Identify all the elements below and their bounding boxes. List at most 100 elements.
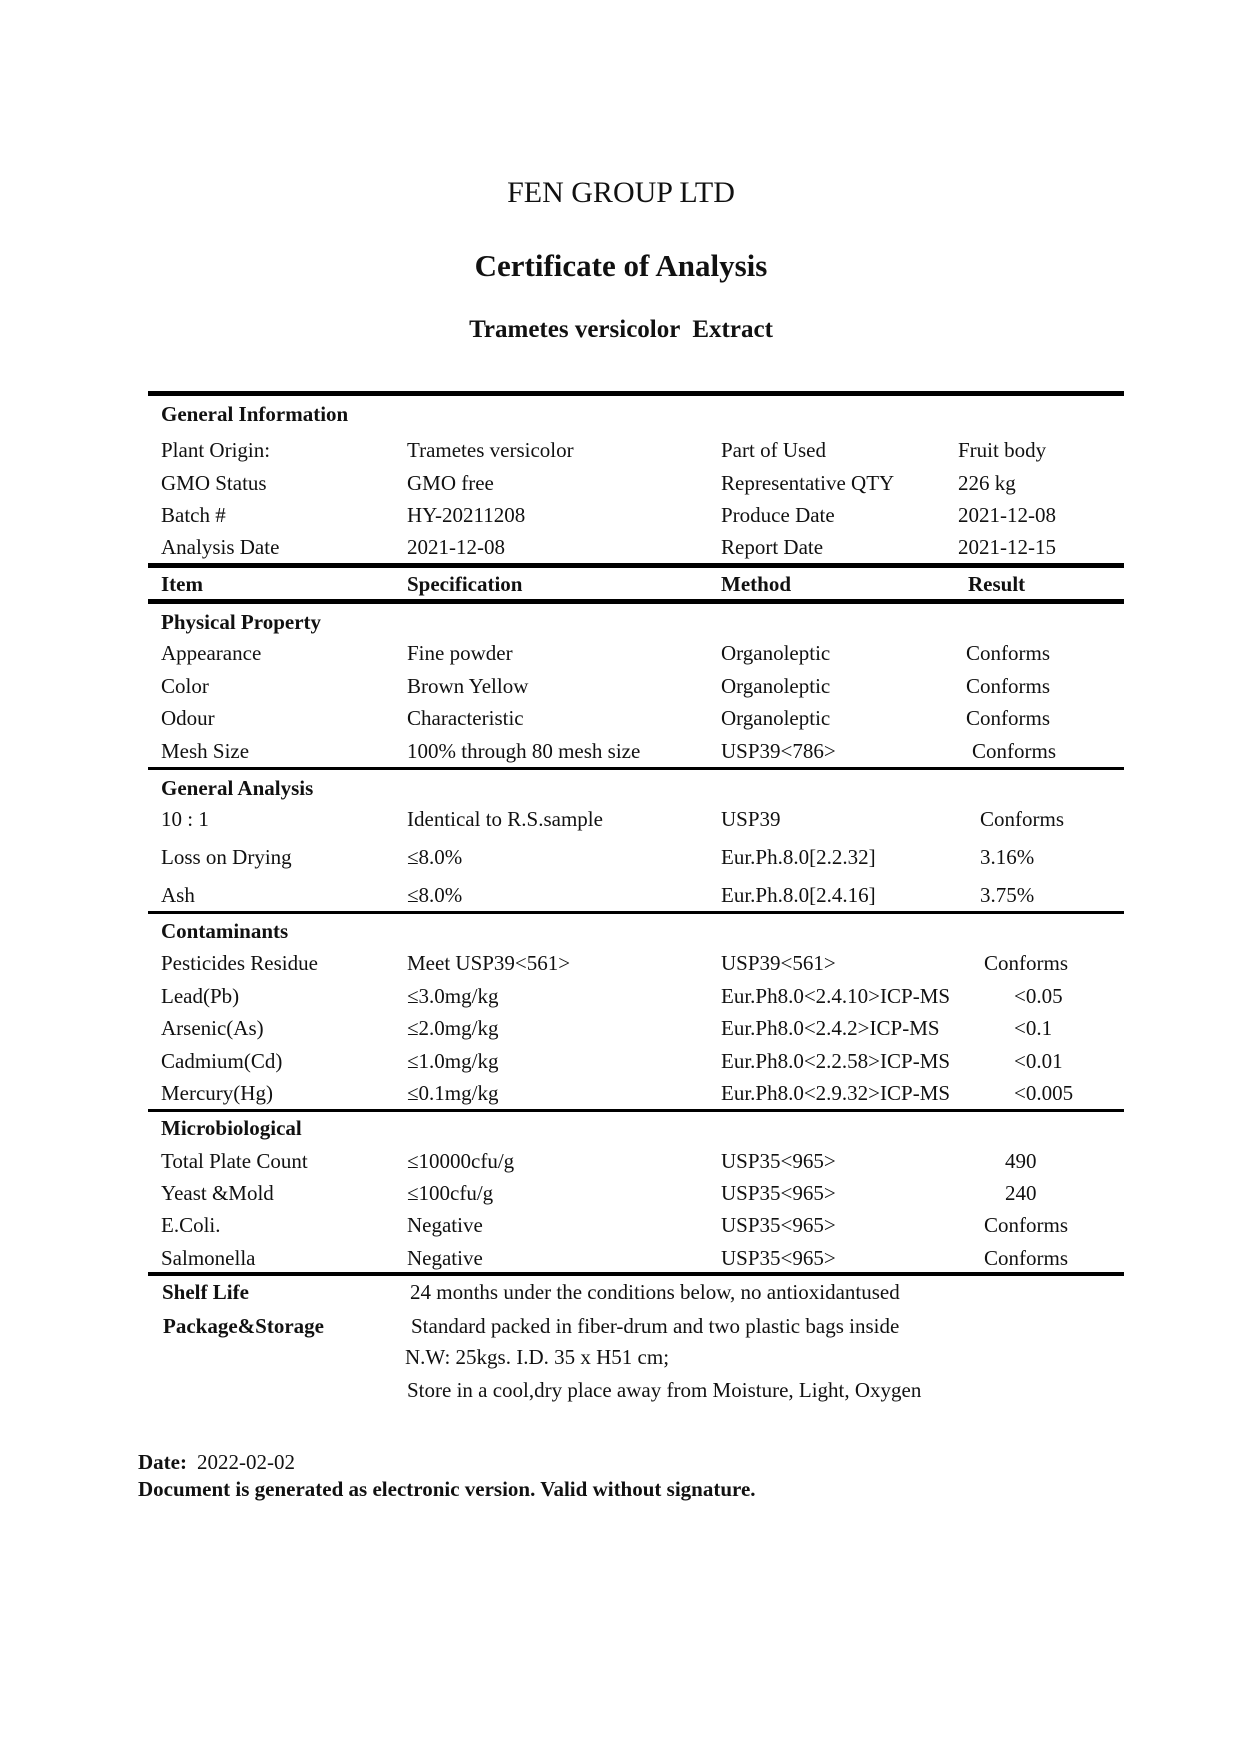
specification: Characteristic xyxy=(407,706,524,730)
specification: ≤3.0mg/kg xyxy=(407,984,499,1008)
specification: Fine powder xyxy=(407,641,513,665)
method: USP35<965> xyxy=(721,1181,836,1205)
method: USP35<965> xyxy=(721,1213,836,1237)
method: Organoleptic xyxy=(721,641,831,665)
date-label: Date: xyxy=(138,1450,187,1474)
item-name: Yeast &Mold xyxy=(161,1181,274,1205)
column-header: Result xyxy=(968,572,1026,596)
info-label: Plant Origin: xyxy=(161,438,271,462)
section-heading: General Information xyxy=(161,402,349,426)
column-header: Specification xyxy=(407,572,523,596)
method: USP35<965> xyxy=(721,1149,836,1173)
info-label: Representative QTY xyxy=(721,471,895,495)
item-name: Arsenic(As) xyxy=(161,1016,264,1040)
info-value: Trametes versicolor xyxy=(407,438,574,462)
package-line: N.W: 25kgs. I.D. 35 x H51 cm; xyxy=(405,1345,670,1369)
item-name: Cadmium(Cd) xyxy=(161,1049,283,1073)
result: Conforms xyxy=(980,807,1064,831)
company-name: FEN GROUP LTD xyxy=(507,176,735,209)
package-line: Store in a cool,dry place away from Mois… xyxy=(407,1378,922,1402)
result: Conforms xyxy=(984,951,1068,975)
info-label: Part of Used xyxy=(721,438,826,462)
section-heading: Microbiological xyxy=(161,1116,302,1140)
info-label: Analysis Date xyxy=(161,535,280,559)
result: <0.1 xyxy=(1014,1016,1053,1040)
result: Conforms xyxy=(966,706,1050,730)
table-divider xyxy=(148,911,1124,914)
package-storage-label: Package&Storage xyxy=(163,1314,324,1338)
table-divider xyxy=(148,767,1124,770)
section-heading: Physical Property xyxy=(161,610,322,634)
item-name: Odour xyxy=(161,706,215,730)
date-value: 2022-02-02 xyxy=(197,1450,295,1474)
method: USP35<965> xyxy=(721,1246,836,1270)
info-label: Produce Date xyxy=(721,503,835,527)
info-value: 2021-12-15 xyxy=(958,535,1056,559)
method: Eur.Ph.8.0[2.2.32] xyxy=(721,845,876,869)
specification: Identical to R.S.sample xyxy=(407,807,603,831)
item-name: Mercury(Hg) xyxy=(161,1081,273,1105)
result: Conforms xyxy=(966,674,1050,698)
shelf-life-label: Shelf Life xyxy=(162,1280,249,1304)
table-divider xyxy=(148,1272,1124,1276)
shelf-life-value: 24 months under the conditions below, no… xyxy=(410,1280,900,1304)
item-name: Ash xyxy=(161,883,195,907)
result: <0.05 xyxy=(1014,984,1063,1008)
info-value: GMO free xyxy=(407,471,494,495)
section-heading: Contaminants xyxy=(161,919,289,943)
item-name: Appearance xyxy=(161,641,262,665)
result: 490 xyxy=(1005,1149,1037,1173)
method: Eur.Ph.8.0[2.4.16] xyxy=(721,883,876,907)
result: <0.005 xyxy=(1014,1081,1074,1105)
info-value: Fruit body xyxy=(958,438,1047,462)
item-name: Total Plate Count xyxy=(161,1149,308,1173)
table-divider xyxy=(148,563,1124,568)
method: Organoleptic xyxy=(721,674,831,698)
specification: Meet USP39<561> xyxy=(407,951,571,975)
info-value: HY-20211208 xyxy=(407,503,526,527)
specification: ≤8.0% xyxy=(407,845,463,869)
method: Eur.Ph8.0<2.9.32>ICP-MS xyxy=(721,1081,951,1105)
specification: Negative xyxy=(407,1213,483,1237)
method: Eur.Ph8.0<2.4.2>ICP-MS xyxy=(721,1016,940,1040)
specification: ≤2.0mg/kg xyxy=(407,1016,499,1040)
result: 3.75% xyxy=(980,883,1035,907)
info-value: 226 kg xyxy=(958,471,1016,495)
result: Conforms xyxy=(966,641,1050,665)
specification: ≤0.1mg/kg xyxy=(407,1081,499,1105)
info-value: 2021-12-08 xyxy=(958,503,1056,527)
result: Conforms xyxy=(972,739,1056,763)
item-name: Color xyxy=(161,674,209,698)
result: 3.16% xyxy=(980,845,1035,869)
method: Eur.Ph8.0<2.4.10>ICP-MS xyxy=(721,984,951,1008)
specification: ≤1.0mg/kg xyxy=(407,1049,499,1073)
table-divider xyxy=(148,391,1124,396)
column-header: Item xyxy=(161,572,203,596)
specification: Brown Yellow xyxy=(407,674,529,698)
column-header: Method xyxy=(721,572,791,596)
item-name: 10 : 1 xyxy=(161,807,209,831)
table-divider xyxy=(148,1109,1124,1112)
item-name: E.Coli. xyxy=(161,1213,221,1237)
document-title: Certificate of Analysis xyxy=(474,248,768,283)
table-divider xyxy=(148,599,1124,604)
method: Organoleptic xyxy=(721,706,831,730)
result: <0.01 xyxy=(1014,1049,1063,1073)
item-name: Pesticides Residue xyxy=(161,951,318,975)
method: USP39<561> xyxy=(721,951,836,975)
product-name: Trametes versicolor Extract xyxy=(469,316,773,343)
item-name: Salmonella xyxy=(161,1246,256,1270)
section-heading: General Analysis xyxy=(161,776,314,800)
specification: ≤8.0% xyxy=(407,883,463,907)
item-name: Mesh Size xyxy=(161,739,250,763)
result: 240 xyxy=(1005,1181,1037,1205)
specification: ≤100cfu/g xyxy=(407,1181,494,1205)
item-name: Lead(Pb) xyxy=(161,984,240,1008)
result: Conforms xyxy=(984,1213,1068,1237)
method: Eur.Ph8.0<2.2.58>ICP-MS xyxy=(721,1049,951,1073)
info-label: Batch # xyxy=(161,503,226,527)
specification: ≤10000cfu/g xyxy=(407,1149,515,1173)
result: Conforms xyxy=(984,1246,1068,1270)
item-name: Loss on Drying xyxy=(161,845,292,869)
